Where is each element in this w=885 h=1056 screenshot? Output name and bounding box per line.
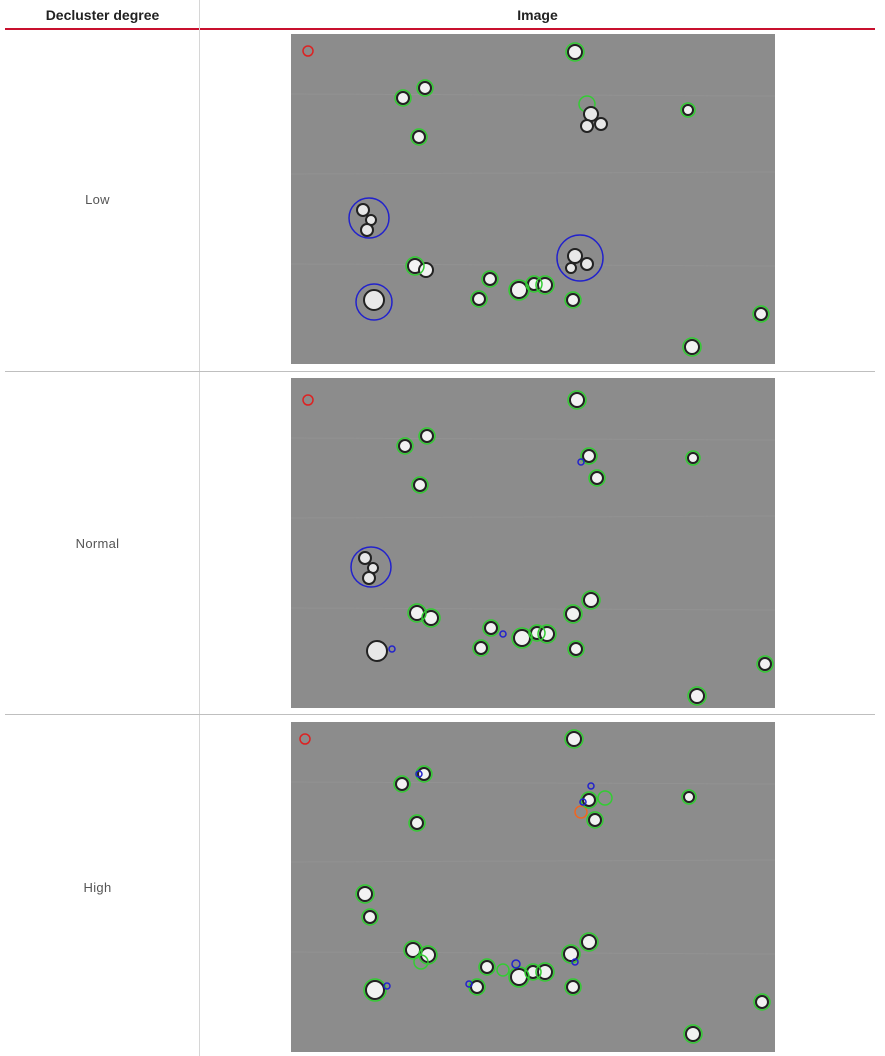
cell-image-normal [291, 378, 775, 708]
cell-image-low [291, 34, 775, 364]
microscopy-image-high [291, 722, 775, 1052]
microscopy-image-normal [291, 378, 775, 708]
header-decluster-degree: Decluster degree [45, 7, 160, 23]
row-separator [5, 371, 875, 372]
column-divider [199, 0, 200, 1056]
header-image: Image [517, 7, 558, 23]
row-label-high: High [83, 880, 112, 895]
cell-image-high [291, 722, 775, 1052]
microscopy-image-low [291, 34, 775, 364]
row-separator [5, 714, 875, 715]
table-header: Decluster degree Image [5, 0, 875, 30]
row-label-low: Low [85, 192, 110, 207]
row-label-normal: Normal [75, 536, 120, 551]
